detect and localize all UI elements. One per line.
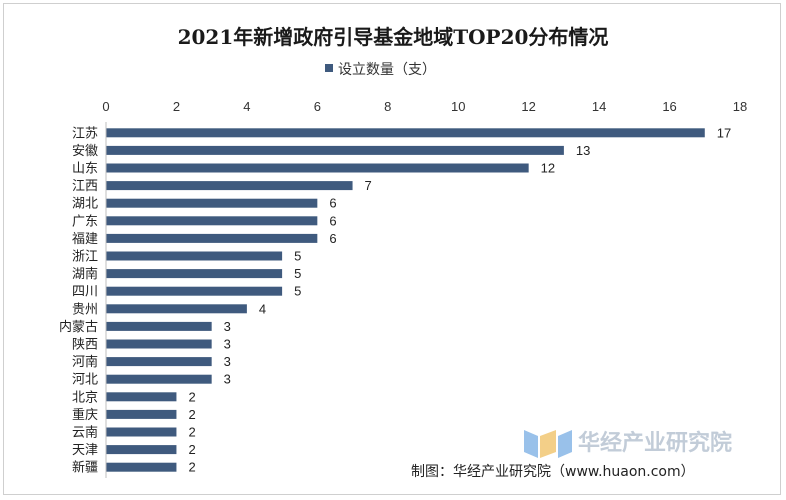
value-label: 17	[717, 125, 731, 140]
bar	[106, 304, 247, 314]
category-label: 新疆	[72, 460, 98, 476]
category-label: 陕西	[72, 338, 98, 353]
category-label: 贵州	[72, 302, 98, 317]
bar	[106, 339, 212, 349]
x-tick-label: 6	[314, 99, 321, 114]
category-label: 湖南	[72, 266, 98, 282]
legend-label: 设立数量（支）	[338, 62, 436, 78]
bar	[106, 357, 212, 367]
bar	[106, 392, 177, 402]
category-label: 江西	[72, 179, 98, 194]
value-label: 3	[224, 372, 231, 387]
bar	[106, 462, 177, 472]
source-note: 制图：华经产业研究院（www.huaon.com）	[411, 464, 695, 480]
x-tick-label: 12	[521, 99, 535, 114]
bar	[106, 321, 212, 331]
value-label: 2	[188, 442, 195, 457]
category-label: 内蒙古	[59, 319, 98, 335]
bar	[106, 427, 177, 437]
bar	[106, 374, 212, 384]
x-axis-ticks: 0 2 4 6 8 10 12 14 16 18	[102, 99, 747, 114]
category-label: 四川	[72, 285, 98, 300]
x-tick-label: 14	[592, 99, 606, 114]
x-tick-label: 2	[173, 99, 180, 114]
value-label: 2	[188, 407, 195, 422]
category-label: 广东	[72, 214, 98, 229]
category-label: 福建	[72, 232, 98, 247]
value-label: 12	[541, 161, 555, 176]
value-labels: 17 13 12 7 6 6 6 5 5 5 4 3 3 3 3 2 2 2 2 2	[188, 125, 731, 474]
category-labels: 江苏安徽山东江西湖北广东福建浙江湖南四川贵州内蒙古陕西河南河北北京重庆云南天津新…	[59, 125, 98, 475]
bar	[106, 286, 283, 296]
bars	[106, 128, 705, 472]
value-label: 5	[294, 249, 301, 264]
x-tick-label: 8	[384, 99, 391, 114]
value-label: 4	[259, 301, 266, 316]
value-label: 5	[294, 284, 301, 299]
x-tick-label: 0	[102, 99, 109, 114]
bar	[106, 269, 283, 279]
category-label: 云南	[72, 425, 98, 441]
watermark-text: 华经产业研究院	[578, 430, 732, 456]
value-label: 2	[188, 425, 195, 440]
legend-swatch	[325, 64, 333, 72]
category-label: 湖北	[72, 197, 98, 212]
value-label: 7	[365, 178, 372, 193]
value-label: 3	[224, 354, 231, 369]
bar	[106, 198, 318, 208]
bar	[106, 128, 705, 138]
x-tick-label: 16	[662, 99, 676, 114]
value-label: 6	[329, 231, 336, 246]
value-label: 6	[329, 196, 336, 211]
category-label: 江苏	[72, 125, 98, 141]
category-label: 山东	[72, 162, 98, 177]
category-label: 天津	[72, 443, 98, 458]
legend: 设立数量（支）	[325, 62, 436, 78]
x-tick-label: 4	[243, 99, 250, 114]
value-label: 3	[224, 319, 231, 334]
bar	[106, 145, 564, 155]
value-label: 6	[329, 213, 336, 228]
chart-title: 2021年新增政府引导基金地域TOP20分布情况	[178, 25, 609, 49]
category-label: 河南	[72, 354, 98, 370]
value-label: 2	[188, 389, 195, 404]
bar	[106, 163, 529, 173]
bar	[106, 216, 318, 226]
category-label: 北京	[72, 390, 98, 405]
watermark: 华经产业研究院	[524, 430, 732, 458]
category-label: 河北	[72, 373, 98, 388]
value-label: 5	[294, 266, 301, 281]
bar	[106, 445, 177, 455]
bar	[106, 409, 177, 419]
bar	[106, 251, 283, 261]
watermark-logo-icon	[524, 430, 572, 458]
bar	[106, 181, 353, 191]
bar	[106, 233, 318, 243]
category-label: 浙江	[72, 250, 98, 265]
value-label: 13	[576, 143, 590, 158]
x-tick-label: 10	[451, 99, 465, 114]
category-label: 重庆	[72, 407, 98, 423]
value-label: 3	[224, 337, 231, 352]
category-label: 安徽	[72, 144, 98, 159]
x-tick-label: 18	[733, 99, 747, 114]
value-label: 2	[188, 460, 195, 475]
